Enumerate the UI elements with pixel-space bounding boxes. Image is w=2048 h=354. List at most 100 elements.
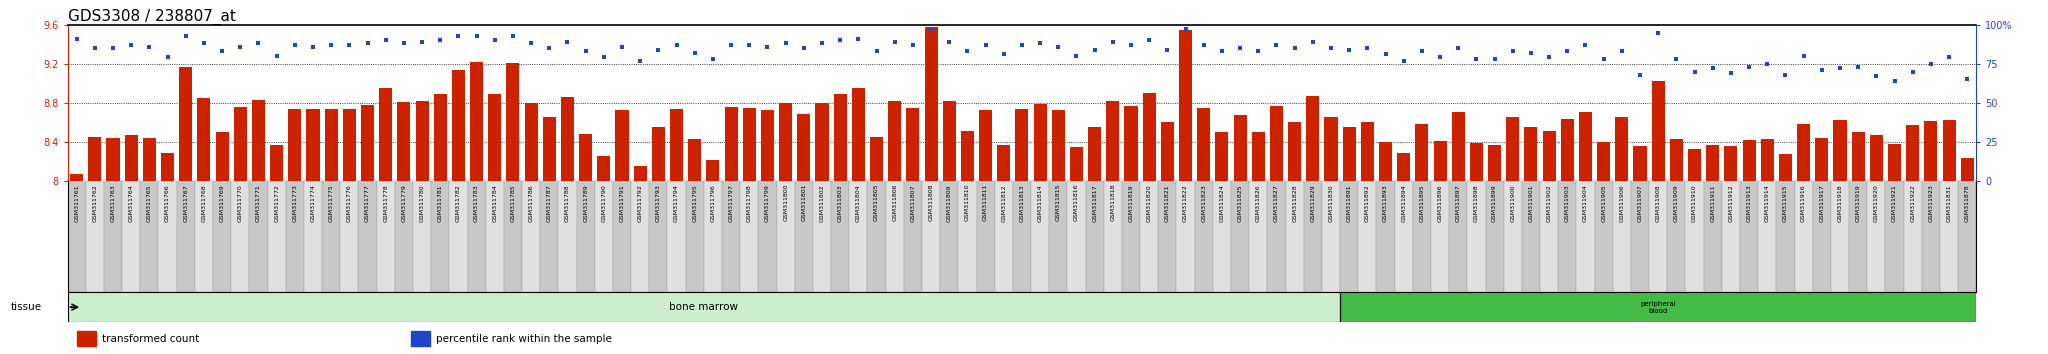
Bar	[176, 181, 195, 292]
Point	[334, 42, 367, 48]
Text: GSM311810: GSM311810	[965, 184, 971, 221]
Bar	[1612, 181, 1630, 292]
Point	[696, 56, 729, 62]
Bar	[1868, 181, 1886, 292]
Point	[1479, 56, 1511, 62]
Point	[152, 55, 184, 60]
Text: GSM311819: GSM311819	[1128, 184, 1133, 222]
Bar	[834, 94, 846, 181]
Bar	[524, 103, 539, 181]
Text: GSM311775: GSM311775	[328, 184, 334, 222]
Bar	[723, 181, 739, 292]
Text: GSM311897: GSM311897	[1456, 184, 1460, 222]
Bar	[958, 181, 977, 292]
Point	[1532, 55, 1565, 60]
Bar	[1780, 154, 1792, 181]
Point	[1860, 73, 1892, 79]
Bar	[1141, 181, 1159, 292]
Bar	[485, 181, 504, 292]
Bar	[559, 181, 578, 292]
Text: GSM311908: GSM311908	[1655, 184, 1661, 222]
Point	[496, 33, 528, 39]
Bar	[1198, 108, 1210, 181]
Text: GSM311900: GSM311900	[1509, 184, 1516, 222]
Text: GSM311814: GSM311814	[1038, 184, 1042, 222]
Bar	[922, 181, 940, 292]
Bar	[1087, 127, 1102, 181]
Bar	[252, 100, 264, 181]
Text: GSM311892: GSM311892	[1364, 184, 1370, 222]
Point	[1352, 45, 1384, 51]
Text: GSM311913: GSM311913	[1747, 184, 1751, 222]
Text: GSM311800: GSM311800	[782, 184, 788, 221]
Bar	[1903, 181, 1921, 292]
Text: GSM311808: GSM311808	[928, 184, 934, 221]
Bar	[1067, 181, 1085, 292]
Point	[987, 52, 1020, 57]
Bar	[889, 101, 901, 181]
Bar	[1249, 181, 1268, 292]
Bar	[758, 181, 776, 292]
Bar	[379, 88, 393, 181]
Text: GSM311777: GSM311777	[365, 184, 371, 222]
Bar	[1251, 132, 1266, 181]
Text: GSM311922: GSM311922	[1911, 184, 1915, 222]
Bar	[686, 181, 705, 292]
Point	[1225, 45, 1257, 51]
Bar	[395, 181, 414, 292]
Bar	[322, 181, 340, 292]
Point	[78, 45, 111, 51]
Text: GSM311807: GSM311807	[911, 184, 915, 222]
Text: GSM311894: GSM311894	[1401, 184, 1407, 222]
Point	[133, 44, 166, 50]
Text: GSM311791: GSM311791	[621, 184, 625, 222]
Text: GSM311782: GSM311782	[457, 184, 461, 222]
Bar	[250, 181, 268, 292]
Bar	[1016, 109, 1028, 181]
Bar	[1616, 117, 1628, 181]
Bar	[541, 181, 559, 292]
Bar	[1870, 135, 1882, 181]
Bar	[1542, 131, 1556, 181]
Bar	[1724, 147, 1737, 181]
Bar	[924, 27, 938, 181]
Bar	[1307, 96, 1319, 181]
Bar	[1667, 181, 1686, 292]
Bar	[1833, 120, 1847, 181]
Bar	[1432, 181, 1450, 292]
Bar	[1143, 93, 1155, 181]
Text: GSM311804: GSM311804	[856, 184, 860, 222]
Bar	[1686, 181, 1704, 292]
Bar	[631, 181, 649, 292]
Bar	[1339, 292, 1976, 322]
Point	[279, 42, 311, 48]
Bar	[725, 107, 737, 181]
Text: GSM311764: GSM311764	[129, 184, 133, 222]
Point	[1278, 45, 1311, 51]
Bar	[213, 181, 231, 292]
Point	[1241, 48, 1274, 54]
Point	[1769, 72, 1802, 78]
Text: GSM311920: GSM311920	[1874, 184, 1878, 222]
Text: GSM311910: GSM311910	[1692, 184, 1698, 222]
Bar	[1706, 144, 1718, 181]
Text: GSM311820: GSM311820	[1147, 184, 1151, 222]
Bar	[414, 181, 432, 292]
Text: GSM311891: GSM311891	[1348, 184, 1352, 222]
Bar	[1378, 142, 1393, 181]
Bar	[432, 181, 449, 292]
Point	[350, 41, 383, 46]
Point	[969, 42, 1001, 48]
Point	[461, 33, 494, 39]
Bar	[522, 181, 541, 292]
Text: GSM311767: GSM311767	[182, 184, 188, 222]
Text: GSM311773: GSM311773	[293, 184, 297, 222]
Point	[1405, 48, 1438, 54]
Bar	[1415, 124, 1427, 181]
Point	[752, 44, 784, 50]
Bar	[1634, 147, 1647, 181]
Bar	[340, 181, 358, 292]
Text: GSM311779: GSM311779	[401, 184, 406, 222]
Bar	[1522, 181, 1540, 292]
Point	[1423, 55, 1456, 60]
